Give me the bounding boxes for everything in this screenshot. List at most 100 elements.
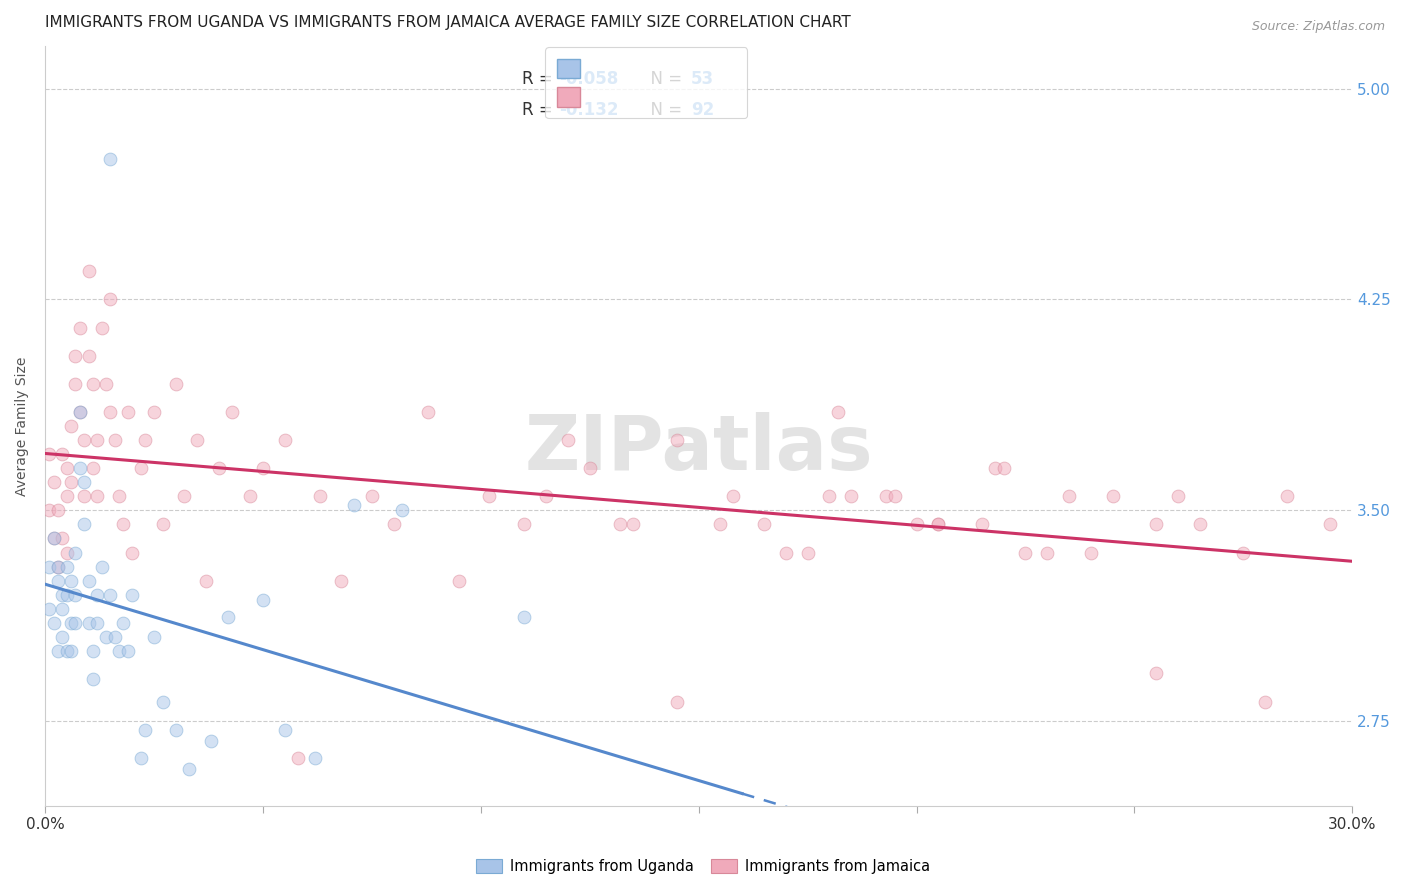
Point (65, 588, 87, 602)
Text: ZIPatlas: ZIPatlas (524, 412, 873, 486)
Point (221, 405, 243, 419)
Point (883, 489, 905, 503)
Point (69, 405, 91, 419)
Point (142, 405, 165, 419)
Point (42, 475, 65, 490)
Point (104, 630, 127, 644)
Point (418, 405, 440, 419)
Point (51, 532, 73, 546)
Text: 53: 53 (690, 70, 714, 88)
Point (665, 695, 688, 709)
Point (94, 630, 117, 644)
Point (1319, 517, 1341, 532)
Point (839, 489, 862, 503)
Point (142, 630, 165, 644)
Point (65, 349, 87, 363)
Point (55, 644, 77, 658)
Point (98, 293, 121, 307)
Point (55, 588, 77, 602)
Point (51, 588, 73, 602)
Text: 92: 92 (690, 101, 714, 120)
Point (165, 723, 187, 737)
Point (382, 517, 405, 532)
Point (73, 517, 96, 532)
Point (273, 723, 295, 737)
Point (1101, 489, 1123, 503)
Point (827, 405, 849, 419)
Point (86, 588, 108, 602)
Point (621, 517, 644, 532)
Point (46, 574, 69, 588)
Point (609, 517, 631, 532)
Point (69, 320, 91, 334)
Point (818, 489, 841, 503)
Point (65, 615, 87, 630)
Point (77, 615, 100, 630)
Point (200, 734, 222, 748)
Point (60, 615, 83, 630)
Point (1167, 489, 1189, 503)
Point (391, 503, 413, 517)
Point (1144, 517, 1167, 532)
Point (273, 433, 295, 447)
Point (98, 152, 121, 166)
Point (152, 517, 174, 532)
Point (104, 433, 127, 447)
Point (478, 489, 501, 503)
Point (98, 405, 121, 419)
Point (534, 489, 557, 503)
Point (513, 610, 536, 624)
Point (970, 517, 993, 532)
Text: -0.132: -0.132 (558, 101, 619, 120)
Point (42, 615, 65, 630)
Point (82, 376, 104, 391)
Point (330, 574, 353, 588)
Point (46, 559, 69, 574)
Point (108, 644, 131, 658)
Point (195, 574, 218, 588)
Point (287, 751, 309, 765)
Point (1232, 545, 1254, 559)
Point (173, 489, 195, 503)
Point (447, 574, 470, 588)
Point (77, 264, 100, 278)
Point (709, 517, 731, 532)
Point (796, 545, 818, 559)
Point (117, 644, 139, 658)
Point (665, 433, 688, 447)
Text: N =: N = (640, 70, 688, 88)
Point (165, 376, 187, 391)
Point (55, 559, 77, 574)
Point (129, 461, 152, 475)
Point (94, 376, 117, 391)
Point (55, 545, 77, 559)
Point (46, 644, 69, 658)
Point (993, 461, 1015, 475)
Point (112, 517, 135, 532)
Point (82, 672, 104, 686)
Point (775, 545, 797, 559)
Point (360, 489, 382, 503)
Point (51, 601, 73, 615)
Point (905, 517, 928, 532)
Point (1275, 489, 1298, 503)
Point (308, 489, 330, 503)
Point (1144, 666, 1167, 681)
Point (217, 610, 239, 624)
Point (513, 517, 536, 532)
Point (152, 695, 174, 709)
Point (134, 723, 156, 737)
Point (134, 433, 156, 447)
Text: N =: N = (640, 101, 688, 120)
Point (42, 532, 65, 546)
Point (51, 447, 73, 461)
Point (927, 517, 949, 532)
Point (65, 376, 87, 391)
Legend: Immigrants from Uganda, Immigrants from Jamaica: Immigrants from Uganda, Immigrants from … (471, 854, 935, 880)
Point (69, 405, 91, 419)
Point (927, 517, 949, 532)
Point (1254, 695, 1277, 709)
Point (252, 593, 274, 607)
Point (55, 461, 77, 475)
Point (304, 751, 326, 765)
